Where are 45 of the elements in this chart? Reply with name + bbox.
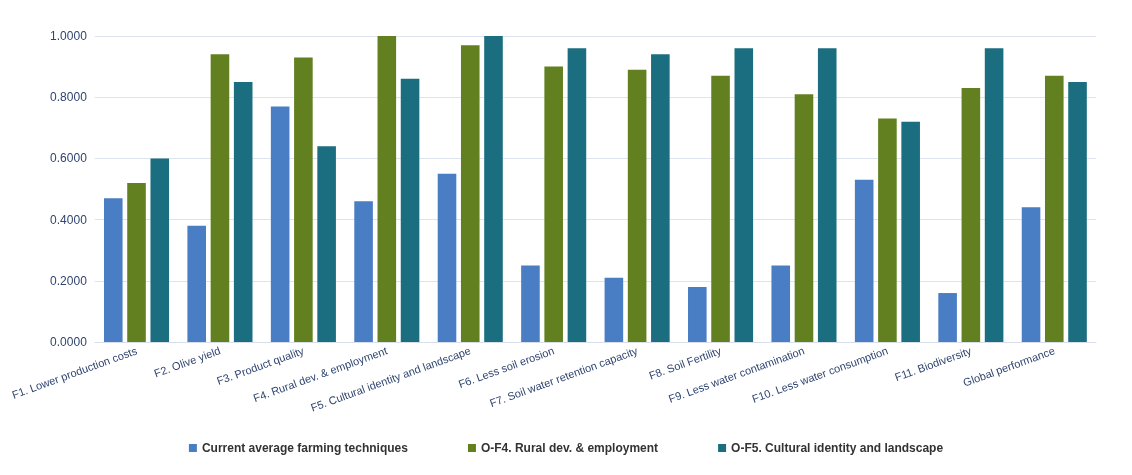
bar bbox=[460, 45, 480, 342]
bar bbox=[103, 198, 123, 342]
bar bbox=[210, 54, 230, 342]
bar bbox=[734, 48, 754, 342]
bar bbox=[317, 146, 336, 342]
bar bbox=[711, 75, 730, 342]
bar bbox=[294, 57, 313, 342]
bar bbox=[604, 277, 624, 342]
bar bbox=[817, 48, 837, 342]
bar bbox=[377, 36, 397, 342]
bar bbox=[688, 286, 707, 342]
bar bbox=[961, 88, 981, 342]
bar bbox=[938, 293, 957, 342]
bar bbox=[437, 173, 457, 342]
bar bbox=[233, 81, 253, 342]
y-tick-label: 0.4000 bbox=[50, 212, 88, 227]
y-tick-label: 1.0000 bbox=[50, 29, 88, 43]
bar bbox=[1021, 207, 1041, 342]
legend-label: Current average farming techniques bbox=[201, 441, 409, 455]
bar bbox=[651, 54, 670, 342]
bar bbox=[127, 182, 146, 342]
bar bbox=[794, 94, 814, 342]
bar bbox=[901, 121, 920, 342]
y-tick-label: 0.6000 bbox=[50, 151, 88, 166]
bar bbox=[854, 179, 874, 342]
y-tick-label: 0.2000 bbox=[50, 273, 88, 288]
bar bbox=[270, 106, 290, 342]
bar bbox=[771, 265, 791, 342]
bar bbox=[878, 118, 897, 342]
bar bbox=[627, 69, 647, 342]
legend-label: O-F4. Rural dev. & employment bbox=[480, 441, 659, 455]
bar bbox=[354, 201, 373, 342]
bar bbox=[400, 78, 420, 342]
bar bbox=[567, 48, 587, 342]
bar bbox=[1068, 81, 1087, 342]
bar bbox=[984, 48, 1004, 342]
bar bbox=[187, 225, 206, 342]
y-tick-label: 0.0000 bbox=[50, 335, 88, 349]
bar bbox=[544, 66, 563, 342]
bar bbox=[521, 265, 540, 342]
legend-label: O-F5. Cultural identity and landscape bbox=[731, 441, 944, 455]
bar bbox=[150, 158, 170, 342]
bar bbox=[1044, 75, 1064, 342]
y-tick-label: 0.8000 bbox=[50, 90, 88, 105]
bar bbox=[484, 36, 503, 342]
